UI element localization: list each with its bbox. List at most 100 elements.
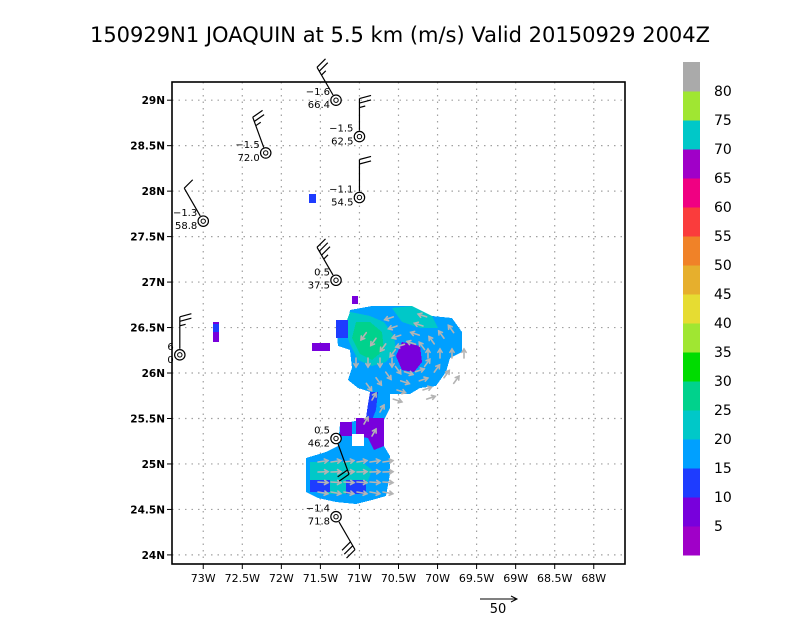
- lat-tick-label: 27.5N: [130, 232, 165, 244]
- flow-arrowhead: [404, 379, 411, 386]
- flow-arrowhead: [386, 374, 392, 381]
- flow-arrowhead: [371, 427, 377, 434]
- flow-arrow: [384, 371, 392, 381]
- flow-arrowhead: [428, 335, 434, 342]
- flow-arrow: [413, 322, 424, 327]
- flow-arrowhead: [323, 479, 330, 486]
- station-inner-circle: [356, 194, 363, 201]
- wind-barb-feather: [338, 473, 350, 482]
- flow-arrowhead: [323, 468, 330, 475]
- flow-arrowhead: [323, 490, 330, 497]
- flow-arrowhead: [379, 403, 385, 410]
- lon-tick-label: 73W: [191, 572, 216, 585]
- flow-arrowhead: [375, 490, 382, 497]
- flow-arrowhead: [437, 329, 444, 336]
- shade-8ms-center: [356, 418, 384, 450]
- flow-arrowhead: [400, 388, 408, 395]
- colorbar-label: 65: [714, 171, 732, 187]
- flow-arrowhead: [397, 397, 404, 404]
- flow-arrow: [356, 459, 368, 463]
- flow-arrow: [391, 334, 402, 339]
- wind-barb-feather: [337, 469, 348, 478]
- flow-arrow: [330, 459, 342, 463]
- flow-arrowhead: [377, 362, 383, 369]
- flow-arrowhead: [461, 347, 467, 354]
- flow-arrowhead: [426, 385, 433, 392]
- flow-arrowhead: [349, 468, 356, 475]
- station-bottom-value: 72.0: [237, 153, 259, 164]
- station-bottom-value: 66.4: [308, 100, 330, 111]
- flow-arrow: [392, 398, 403, 403]
- wind-barb-feather: [318, 62, 329, 72]
- colorbar-swatch: [683, 526, 700, 556]
- lon-tick-label: 69.5W: [459, 572, 494, 585]
- flow-arrowhead: [369, 340, 376, 347]
- lon-tick-label: 70.5W: [381, 572, 416, 585]
- wind-barb-feather: [316, 238, 326, 248]
- flow-arrowhead: [447, 324, 453, 331]
- flow-arrowhead: [371, 391, 377, 398]
- flow-arrowhead: [416, 312, 423, 319]
- flow-arrowhead: [423, 376, 430, 382]
- flow-arrowhead: [375, 479, 382, 486]
- colorbar: 5 10 15 20 25 30 35 40 45 50 55 60 65 70 75 80: [683, 62, 732, 556]
- flow-arrowhead: [408, 370, 415, 377]
- flow-arrowhead: [349, 458, 356, 465]
- shade-25ms-north: [352, 322, 384, 360]
- reference-vector-label: 50: [490, 602, 507, 617]
- lon-tick-label: 71W: [347, 572, 372, 585]
- flow-arrowhead: [396, 368, 402, 375]
- flow-arrow: [389, 348, 397, 358]
- station-plot: 60: [167, 313, 192, 366]
- station-bottom-value: 58.8: [175, 221, 197, 232]
- colorbar-label: 40: [714, 316, 732, 332]
- colorbar-label: 45: [714, 287, 732, 303]
- wind-barb-shaft: [316, 66, 334, 96]
- lat-tick-label: 24.5N: [130, 504, 165, 516]
- flow-arrow: [437, 330, 445, 340]
- flow-arrowhead: [412, 321, 420, 328]
- flow-arrowhead: [336, 458, 343, 465]
- longitude-labels: 73W 72.5W 72W 71.5W 71W 70.5W 70W 69.5W 69W 68.5W…: [191, 564, 606, 585]
- flow-arrowhead: [336, 468, 343, 475]
- wind-barb-shaft: [252, 117, 265, 148]
- flow-arrowhead: [405, 339, 412, 346]
- lat-tick-label: 25.5N: [130, 413, 165, 425]
- flow-arrowhead: [425, 347, 431, 354]
- flow-arrowhead: [449, 347, 455, 354]
- flow-arrowhead: [388, 458, 395, 465]
- flow-arrow: [343, 459, 355, 463]
- station-bottom-value: 54.5: [331, 197, 353, 208]
- flow-arrow: [330, 491, 342, 495]
- station-top-value: −1.4: [306, 504, 330, 515]
- colorbar-swatch: [683, 265, 700, 295]
- station-bottom-value: 62.5: [331, 137, 353, 148]
- shade-12ms-north: [336, 320, 348, 338]
- flow-arrow: [394, 365, 402, 375]
- station-bottom-value: 0: [167, 355, 173, 366]
- flow-arrowhead: [409, 330, 416, 337]
- flow-arrowhead: [360, 335, 366, 342]
- flow-arrow: [317, 481, 329, 484]
- lat-tick-label: 28N: [142, 186, 165, 198]
- lon-tick-label: 71.5W: [303, 572, 338, 585]
- flow-arrow: [403, 370, 414, 376]
- station-inner-circle: [263, 150, 269, 156]
- colorbar-swatch: [683, 120, 700, 150]
- wind-barb-feather: [316, 58, 326, 68]
- flow-arrowhead: [363, 415, 369, 422]
- colorbar-swatch: [683, 323, 700, 353]
- flow-arrowhead: [388, 468, 395, 475]
- flow-arrow: [369, 481, 381, 484]
- wind-barb-half-feather: [359, 105, 366, 109]
- colorbar-swatch: [683, 439, 700, 469]
- wind-barb-feather: [359, 99, 372, 104]
- colorbar-label: 75: [714, 113, 732, 129]
- flow-arrow: [382, 491, 394, 495]
- flow-arrow: [396, 389, 407, 394]
- shade-8ms-west: [340, 422, 352, 436]
- colorbar-label: 15: [714, 461, 732, 477]
- lat-tick-label: 26.5N: [130, 323, 165, 335]
- flow-arrow: [387, 325, 398, 330]
- colorbar-swatch: [683, 352, 700, 382]
